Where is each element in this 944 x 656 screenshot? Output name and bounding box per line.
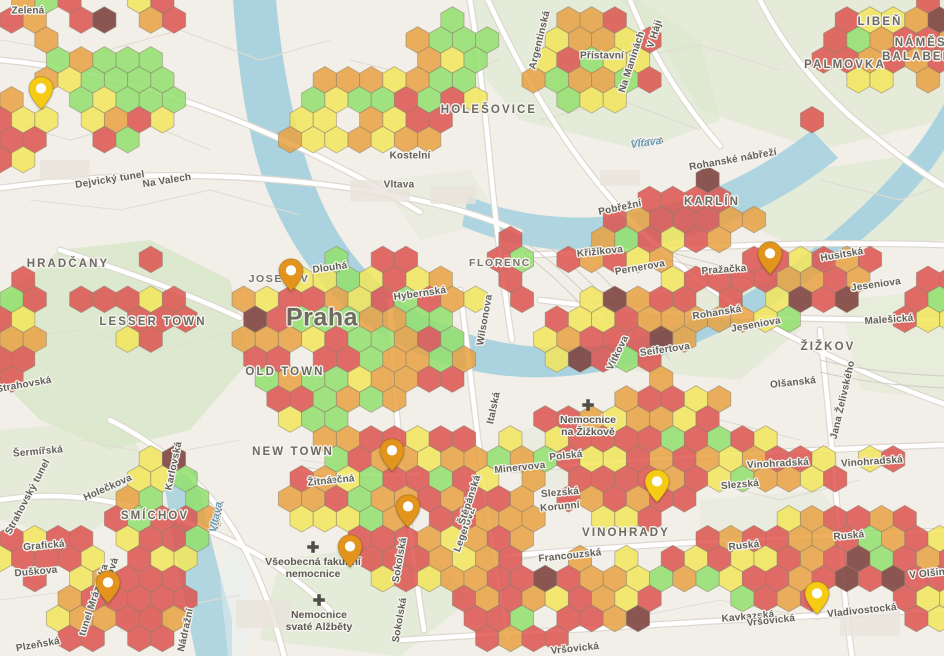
heatmap-hexagon[interactable] <box>92 6 117 34</box>
heatmap-hexagon[interactable] <box>115 125 140 154</box>
heatmap-hexagon[interactable] <box>939 266 944 293</box>
heatmap-hexagon[interactable] <box>823 464 848 493</box>
marker-vrsovice-pin-icon[interactable] <box>804 581 830 615</box>
marker-dejvice-pin-icon[interactable] <box>28 76 54 110</box>
heatmap-hexagon[interactable] <box>417 125 442 154</box>
marker-smichov-pin-icon[interactable] <box>95 570 121 604</box>
heatmap-hexagon[interactable] <box>440 365 465 393</box>
heatmap-hexagon[interactable] <box>637 504 662 533</box>
heatmap-hexagon[interactable] <box>138 325 163 354</box>
heatmap-hexagon[interactable] <box>150 624 175 653</box>
marker-prazacka-pin-icon[interactable] <box>757 241 783 275</box>
heatmap-hexagon[interactable] <box>22 564 47 593</box>
heatmap-hexagon[interactable] <box>927 604 944 633</box>
heatmap-hexagon[interactable] <box>463 285 488 314</box>
heatmap-hexagon[interactable] <box>915 65 941 94</box>
heatmap-hexagon[interactable] <box>637 65 662 94</box>
marker-josefov-pin-icon[interactable] <box>278 258 304 292</box>
heatmap-hexagon[interactable] <box>707 225 732 254</box>
marker-zitna-pin-icon[interactable] <box>379 438 405 472</box>
heatmap-hexagon[interactable] <box>173 305 198 334</box>
heatmap-hexagon[interactable] <box>939 306 944 333</box>
heatmap-hexagon[interactable] <box>939 585 944 612</box>
marker-vfn-pin-icon[interactable] <box>337 534 363 568</box>
heatmap-hexagon[interactable] <box>881 445 906 473</box>
heatmap-hexagon[interactable] <box>11 145 36 174</box>
heatmap-hexagon[interactable] <box>672 484 697 513</box>
heatmap-hexagon[interactable] <box>939 27 944 54</box>
heatmap-hexagon[interactable] <box>602 85 627 114</box>
heatmap-hexagon[interactable] <box>150 105 175 134</box>
heatmap-hexagon[interactable] <box>0 365 24 393</box>
heatmap-hexagon[interactable] <box>80 624 105 653</box>
heatmap-hexagon[interactable] <box>939 545 944 572</box>
heatmap-hexagon[interactable] <box>869 65 894 94</box>
heatmap-hexagon[interactable] <box>672 325 697 354</box>
heatmap-hexagon[interactable] <box>625 604 651 633</box>
heatmap-hexagon[interactable] <box>463 85 488 114</box>
heatmap-hexagon[interactable] <box>776 305 801 334</box>
heatmap-hexagon[interactable] <box>544 624 569 653</box>
heatmap-hexagon[interactable] <box>509 285 535 314</box>
heatmap-hexagon[interactable] <box>382 385 407 413</box>
heatmap-hexagon[interactable] <box>741 205 767 234</box>
marker-karlovo-pin-icon[interactable] <box>395 494 421 528</box>
heatmap-hexagon[interactable] <box>834 285 859 314</box>
heatmap-hexagon[interactable] <box>799 105 825 134</box>
heatmap-hexagon[interactable] <box>138 245 163 274</box>
marker-korunni-pin-icon[interactable] <box>644 469 670 503</box>
heatmap-hexagon[interactable] <box>161 6 187 34</box>
